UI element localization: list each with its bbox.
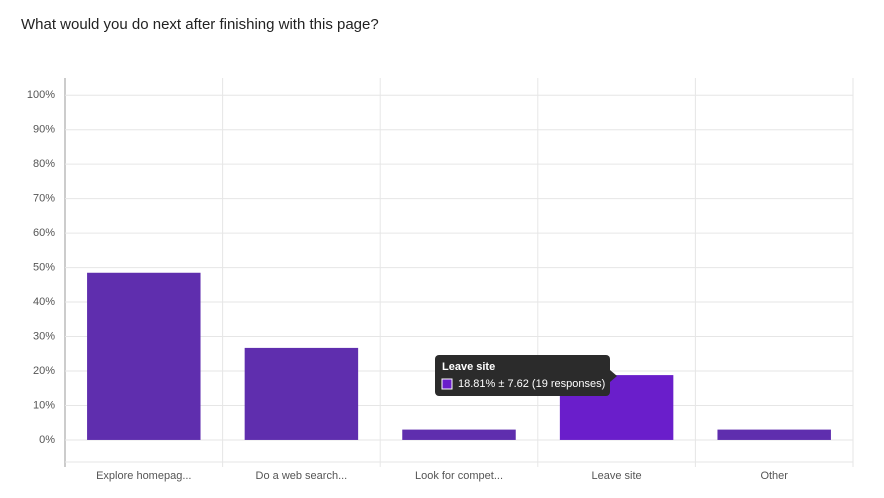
- bar: [717, 429, 831, 440]
- tooltip-text: 18.81% ± 7.62 (19 responses): [458, 378, 605, 390]
- tooltip: Leave site 18.81% ± 7.62 (19 responses): [435, 355, 617, 396]
- chart-title: What would you do next after finishing w…: [21, 16, 379, 33]
- y-tick-label: 50%: [33, 261, 55, 273]
- y-tick-label: 10%: [33, 399, 55, 411]
- y-tick-label: 60%: [33, 227, 55, 239]
- y-tick-label: 0%: [39, 434, 55, 446]
- bar: [244, 347, 359, 440]
- y-tick-label: 80%: [33, 158, 55, 170]
- x-tick-label: Look for compet...: [415, 470, 503, 482]
- x-tick-label: Leave site: [592, 470, 642, 482]
- x-tick-label: Do a web search...: [256, 470, 348, 482]
- y-tick-label: 20%: [33, 365, 55, 377]
- y-tick-label: 70%: [33, 193, 55, 205]
- y-tick-label: 90%: [33, 124, 55, 136]
- y-tick-label: 30%: [33, 330, 55, 342]
- bar: [87, 272, 201, 440]
- y-tick-label: 40%: [33, 296, 55, 308]
- tooltip-pointer: [610, 370, 617, 382]
- y-tick-label: 100%: [27, 89, 55, 101]
- tooltip-box: [435, 355, 610, 396]
- x-tick-label: Explore homepag...: [96, 470, 191, 482]
- bar: [402, 429, 516, 440]
- x-tick-label: Other: [760, 470, 788, 482]
- tooltip-title: Leave site: [442, 361, 495, 373]
- tooltip-swatch: [441, 378, 453, 390]
